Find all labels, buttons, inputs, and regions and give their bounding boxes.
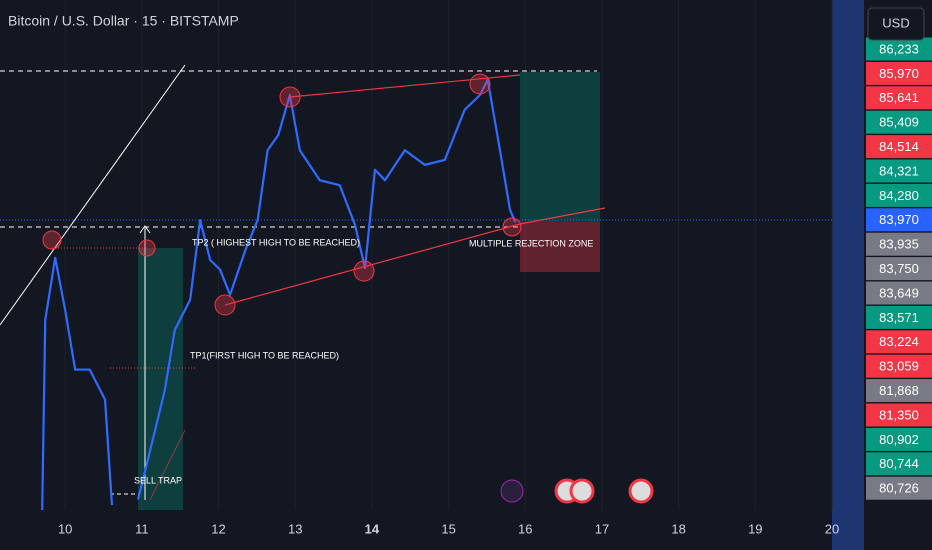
chart-title: Bitcoin / U.S. Dollar · 15 · BITSTAMP bbox=[8, 13, 239, 29]
drawings bbox=[0, 64, 832, 510]
marker-circle bbox=[502, 217, 522, 237]
x-tick-label: 20 bbox=[825, 521, 839, 536]
price-tag-label: 83,571 bbox=[879, 310, 919, 325]
x-tick-label: 12 bbox=[211, 521, 225, 536]
price-tag bbox=[866, 37, 932, 61]
price-axis: 86,233 85,970 85,641 85,409 84,514 84,321 84,2… bbox=[866, 37, 932, 500]
price-tag-label: 86,233 bbox=[879, 41, 919, 56]
arrow-head bbox=[139, 225, 151, 234]
price-tag bbox=[866, 135, 932, 159]
price-tag-label: 85,970 bbox=[879, 66, 919, 81]
x-tick-label: 13 bbox=[288, 521, 302, 536]
support-line bbox=[224, 223, 521, 306]
x-tick-label: 16 bbox=[518, 521, 532, 536]
price-tag bbox=[866, 257, 932, 281]
price-tag-label: 83,059 bbox=[879, 359, 919, 374]
annotation: TP2 ( HIGHEST HIGH TO BE REACHED) bbox=[192, 237, 360, 247]
event-icon[interactable] bbox=[569, 478, 595, 504]
price-tag-label: 83,750 bbox=[879, 261, 919, 276]
trend-line bbox=[0, 64, 186, 326]
price-tag-label: 83,649 bbox=[879, 285, 919, 300]
price-tag-label: 84,321 bbox=[879, 163, 919, 178]
price-tag-label: 84,280 bbox=[879, 188, 919, 203]
marker-circle bbox=[279, 86, 301, 108]
price-tag bbox=[866, 330, 932, 354]
x-tick-label: 10 bbox=[58, 521, 72, 536]
trend-line bbox=[149, 429, 186, 501]
price-tag bbox=[866, 208, 932, 232]
price-tag-label: 85,641 bbox=[879, 90, 919, 105]
annotation: TP1(FIRST HIGH TO BE REACHED) bbox=[190, 350, 339, 360]
price-tag bbox=[866, 183, 932, 207]
plot bbox=[41, 78, 517, 511]
price-tag-label: 83,224 bbox=[879, 334, 919, 349]
resistance-line bbox=[289, 74, 521, 98]
marker-circle bbox=[42, 230, 62, 250]
price-tag bbox=[866, 86, 932, 110]
pattern bbox=[42, 73, 606, 316]
marker-circle bbox=[353, 260, 375, 282]
price-tag-label: 80,726 bbox=[879, 481, 919, 496]
price-tag-label: 83,935 bbox=[879, 237, 919, 252]
price-tag bbox=[866, 354, 932, 378]
price-tag bbox=[866, 427, 932, 451]
price-tag bbox=[866, 452, 932, 476]
x-tick-label: 11 bbox=[135, 521, 149, 536]
x-tick-label: 15 bbox=[441, 521, 455, 536]
marker-circle bbox=[214, 294, 236, 316]
x-tick-label: 18 bbox=[671, 521, 685, 536]
price-tag bbox=[866, 403, 932, 427]
price-tag bbox=[866, 476, 932, 500]
annotation: MULTIPLE REJECTION ZONE bbox=[469, 238, 593, 248]
price-tag bbox=[866, 110, 932, 134]
loss-zone bbox=[520, 222, 600, 272]
event-icons bbox=[500, 478, 654, 504]
event-icon[interactable] bbox=[500, 479, 524, 503]
price-tag-label: 80,744 bbox=[879, 456, 919, 471]
price-line bbox=[136, 78, 517, 500]
price-tag bbox=[866, 379, 932, 403]
price-tag-label: 84,514 bbox=[879, 139, 919, 154]
currency-label: USD bbox=[882, 15, 909, 30]
price-tag-label: 80,902 bbox=[879, 432, 919, 447]
grid bbox=[64, 0, 833, 510]
currency-button[interactable] bbox=[867, 7, 925, 41]
price-tag bbox=[866, 61, 932, 85]
event-icon[interactable] bbox=[628, 478, 654, 504]
support-line bbox=[519, 207, 606, 225]
price-tag-label: 83,970 bbox=[879, 212, 919, 227]
x-tick-label: 17 bbox=[595, 521, 609, 536]
marker-circle bbox=[138, 239, 156, 257]
price-tag-label: 81,868 bbox=[879, 383, 919, 398]
price-tag bbox=[866, 159, 932, 183]
x-tick-label: 19 bbox=[748, 521, 762, 536]
side-strip bbox=[832, 0, 864, 550]
profit-zone bbox=[520, 72, 600, 222]
annotation: SELL TRAP bbox=[134, 475, 182, 485]
price-tag bbox=[866, 232, 932, 256]
price-tag-label: 85,409 bbox=[879, 115, 919, 130]
price-tag-label: 81,350 bbox=[879, 407, 919, 422]
price-line bbox=[41, 256, 114, 511]
price-tag bbox=[866, 281, 932, 305]
price-tag bbox=[866, 305, 932, 329]
marker-circle bbox=[469, 73, 491, 95]
x-tick-label: 14 bbox=[365, 521, 380, 536]
